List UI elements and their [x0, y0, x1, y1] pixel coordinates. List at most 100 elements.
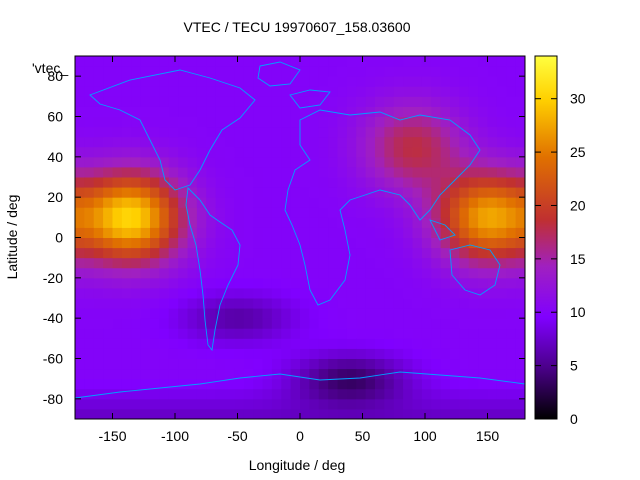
heatmap-cell	[365, 267, 376, 279]
heatmap-cell	[487, 197, 498, 208]
heatmap-cell	[478, 187, 488, 198]
heatmap-cell	[168, 116, 179, 128]
heatmap-cell	[300, 247, 310, 259]
heatmap-cell	[262, 408, 273, 419]
heatmap-cell	[243, 237, 254, 249]
heatmap-cell	[459, 287, 470, 299]
heatmap-cell	[196, 126, 207, 138]
heatmap-cell	[159, 66, 170, 77]
heatmap-cell	[440, 388, 451, 400]
heatmap-cell	[421, 207, 432, 218]
heatmap-cell	[121, 187, 132, 198]
heatmap-cell	[121, 398, 132, 410]
heatmap-cell	[375, 177, 385, 188]
heatmap-cell	[468, 96, 479, 107]
heatmap-cell	[196, 166, 207, 178]
heatmap-cell	[262, 217, 273, 228]
heatmap-cell	[150, 116, 160, 128]
heatmap-cell	[103, 177, 113, 188]
heatmap-cell	[168, 76, 179, 87]
heatmap-cell	[431, 136, 442, 148]
heatmap-cell	[150, 197, 160, 208]
heatmap-cell	[93, 207, 104, 218]
heatmap-cell	[459, 177, 470, 188]
heatmap-cell	[393, 187, 404, 198]
heatmap-cell	[75, 207, 85, 218]
heatmap-cell	[206, 348, 217, 359]
heatmap-cell	[478, 358, 488, 370]
heatmap-cell	[93, 388, 104, 400]
heatmap-cell	[412, 136, 423, 148]
heatmap-cell	[309, 298, 320, 309]
heatmap-cell	[215, 287, 226, 299]
heatmap-cell	[84, 378, 95, 390]
heatmap-cell	[75, 166, 85, 178]
heatmap-cell	[178, 116, 188, 128]
heatmap-cell	[356, 136, 367, 148]
heatmap-cell	[131, 227, 142, 238]
heatmap-cell	[271, 207, 282, 218]
heatmap-cell	[140, 146, 151, 158]
heatmap-cell	[506, 86, 517, 97]
heatmap-cell	[393, 378, 404, 390]
heatmap-cell	[487, 298, 498, 309]
heatmap-cell	[403, 126, 413, 138]
heatmap-cell	[150, 66, 160, 77]
heatmap-cell	[459, 338, 470, 349]
heatmap-cell	[281, 318, 292, 329]
heatmap-cell	[243, 328, 254, 339]
heatmap-cells	[75, 56, 525, 419]
heatmap-cell	[206, 76, 217, 87]
heatmap-cell	[262, 86, 273, 97]
heatmap-cell	[243, 287, 254, 299]
heatmap-cell	[365, 237, 376, 249]
heatmap-cell	[478, 267, 488, 279]
heatmap-cell	[150, 56, 160, 67]
heatmap-cell	[253, 358, 263, 370]
heatmap-cell	[346, 136, 357, 148]
heatmap-cell	[356, 298, 367, 309]
heatmap-cell	[412, 237, 423, 249]
heatmap-cell	[234, 257, 245, 269]
heatmap-cell	[328, 308, 338, 319]
heatmap-cell	[112, 287, 123, 299]
heatmap-cell	[450, 368, 460, 380]
heatmap-cell	[309, 166, 320, 178]
heatmap-cell	[496, 76, 507, 87]
heatmap-cell	[393, 267, 404, 279]
heatmap-cell	[384, 338, 395, 349]
heatmap-cell	[337, 207, 348, 218]
heatmap-cell	[506, 207, 517, 218]
heatmap-cell	[103, 76, 113, 87]
heatmap-cell	[187, 368, 198, 380]
heatmap-cell	[468, 197, 479, 208]
heatmap-cell	[300, 56, 310, 67]
heatmap-cell	[412, 308, 423, 319]
heatmap-cell	[468, 257, 479, 269]
heatmap-cell	[112, 66, 123, 77]
heatmap-cell	[309, 237, 320, 249]
heatmap-cell	[365, 398, 376, 410]
heatmap-cell	[440, 66, 451, 77]
heatmap-cell	[93, 378, 104, 390]
heatmap-cell	[234, 348, 245, 359]
heatmap-cell	[450, 166, 460, 178]
heatmap-cell	[337, 237, 348, 249]
heatmap-cell	[506, 146, 517, 158]
heatmap-cell	[243, 348, 254, 359]
heatmap-cell	[478, 56, 488, 67]
heatmap-cell	[196, 227, 207, 238]
heatmap-cell	[506, 116, 517, 128]
heatmap-cell	[187, 257, 198, 269]
heatmap-cell	[309, 398, 320, 410]
heatmap-cell	[262, 368, 273, 380]
heatmap-cell	[178, 277, 188, 289]
heatmap-cell	[393, 86, 404, 97]
heatmap-cell	[243, 76, 254, 87]
heatmap-cell	[393, 338, 404, 349]
heatmap-cell	[300, 106, 310, 117]
heatmap-cell	[271, 96, 282, 107]
heatmap-cell	[225, 368, 235, 380]
heatmap-cell	[206, 207, 217, 218]
